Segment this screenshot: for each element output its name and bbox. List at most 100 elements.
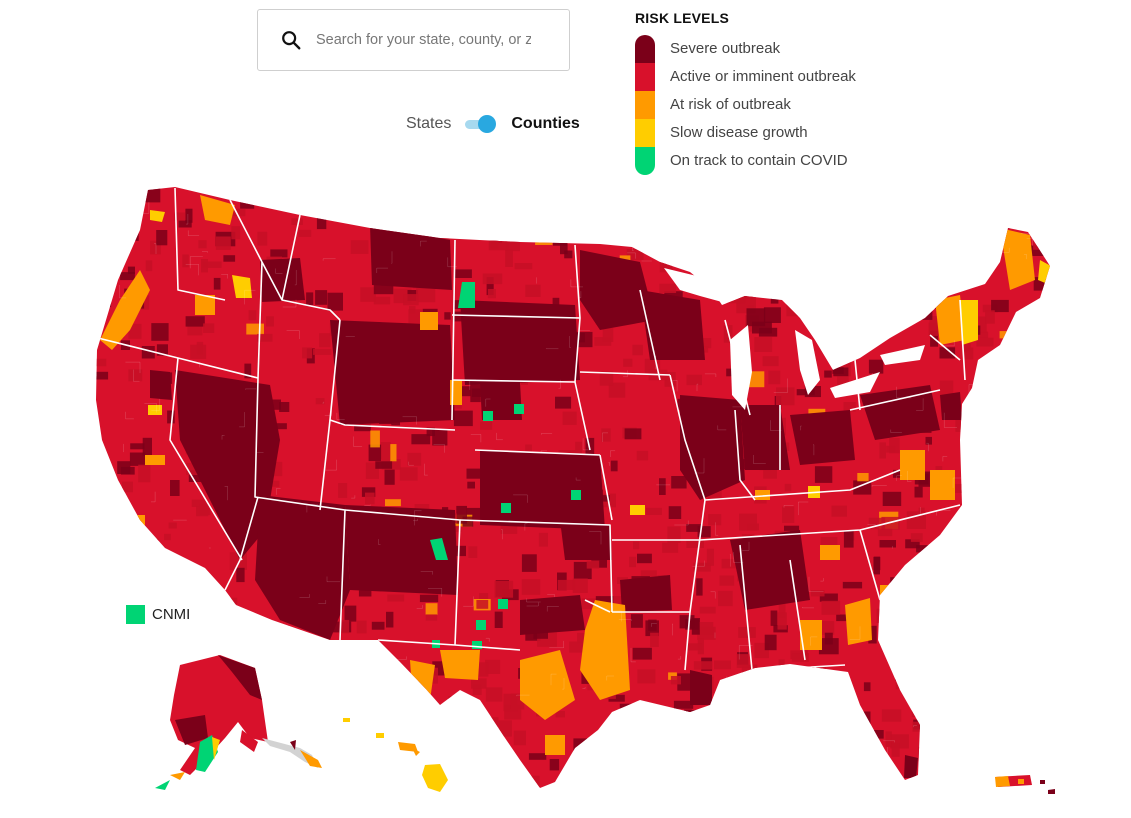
county-cell — [887, 216, 900, 230]
county-cell — [890, 577, 900, 585]
county-cell — [361, 398, 379, 411]
county-cell — [521, 579, 541, 595]
county-cell — [229, 552, 247, 570]
county-cell — [868, 625, 877, 644]
county-cell — [915, 416, 932, 433]
county-cell — [174, 212, 186, 221]
cnmi-territory[interactable]: CNMI — [126, 605, 190, 624]
toggle-label-states[interactable]: States — [406, 115, 452, 132]
county-line — [125, 411, 134, 420]
county-cell — [608, 382, 626, 398]
hawaii[interactable] — [343, 718, 448, 792]
county-cell — [234, 416, 248, 426]
county-line — [326, 576, 340, 583]
county-cell — [981, 396, 1002, 406]
states-counties-switch[interactable] — [465, 114, 499, 134]
county-cell — [469, 192, 482, 204]
county-line — [503, 754, 511, 762]
county-cell — [344, 605, 357, 622]
county-cell — [411, 434, 431, 445]
county-line — [378, 539, 381, 545]
county-cell — [840, 208, 855, 215]
legend-item-slow: Slow disease growth — [670, 124, 808, 141]
county-cell — [799, 711, 807, 721]
county-cell — [650, 324, 670, 340]
county-cell — [291, 218, 303, 225]
county-cell — [619, 703, 634, 721]
county-cell — [763, 469, 777, 479]
county-cell — [764, 634, 777, 651]
county-cell — [885, 731, 892, 747]
county-cell — [236, 567, 245, 583]
county-cell — [181, 718, 192, 736]
county-cell — [807, 695, 819, 706]
legend-title: RISK LEVELS — [635, 10, 729, 26]
county-cell — [843, 530, 854, 548]
county-cell — [719, 575, 735, 586]
county-cell — [929, 237, 937, 245]
county-line — [353, 436, 363, 447]
county-cell — [379, 416, 392, 424]
county-line — [420, 571, 433, 575]
county-cell — [763, 307, 781, 323]
county-line — [800, 425, 802, 431]
state-borders — [97, 187, 966, 671]
county-cell — [862, 711, 871, 728]
contiguous-us[interactable] — [90, 174, 1081, 802]
county-cell — [585, 437, 595, 455]
county-line — [364, 504, 371, 506]
alaska[interactable] — [155, 655, 322, 790]
county-cell — [337, 713, 356, 728]
county-cell — [484, 717, 499, 728]
county-line — [1054, 568, 1055, 576]
county-line — [526, 598, 541, 603]
county-cell — [358, 692, 375, 701]
county-cell — [419, 594, 439, 603]
county-line — [237, 721, 248, 732]
county-cell — [724, 704, 743, 718]
county-cell — [996, 587, 1014, 604]
county-cell — [830, 350, 837, 360]
county-line — [393, 221, 404, 223]
search-box[interactable] — [257, 9, 570, 71]
county-cell — [552, 297, 560, 315]
county-cell — [400, 567, 421, 584]
county-cell — [335, 777, 355, 788]
county-cell — [1022, 727, 1040, 740]
county-cell — [199, 645, 212, 663]
county-cell — [240, 782, 257, 788]
county-cell — [838, 205, 846, 214]
toggle-label-counties[interactable]: Counties — [511, 115, 580, 132]
county-cell — [375, 764, 383, 781]
county-cell — [271, 502, 280, 510]
county-cell — [1004, 706, 1024, 717]
county-cell — [266, 674, 279, 683]
county-cell — [659, 283, 677, 293]
search-input[interactable] — [316, 32, 531, 48]
county-cell — [798, 776, 808, 788]
county-cell — [1000, 421, 1008, 429]
county-cell — [185, 440, 205, 455]
county-cell — [335, 537, 347, 548]
county-cell — [466, 507, 483, 521]
county-cell — [686, 374, 702, 386]
county-cell — [894, 196, 915, 208]
county-cell — [964, 347, 974, 360]
county-cell — [944, 269, 958, 286]
county-cell — [955, 419, 973, 432]
county-line — [359, 768, 368, 775]
puerto-rico[interactable] — [995, 775, 1055, 794]
county-cell — [386, 611, 394, 628]
county-cell — [662, 260, 673, 271]
county-cell — [601, 493, 616, 508]
county-line — [414, 510, 422, 526]
county-cell — [792, 229, 802, 247]
county-cell — [931, 673, 941, 686]
county-cell — [276, 423, 287, 430]
county-cell — [124, 515, 144, 522]
county-cell — [1011, 595, 1023, 610]
county-line — [1024, 392, 1026, 404]
county-cell — [530, 605, 540, 624]
county-line — [602, 432, 608, 442]
county-cell — [142, 534, 152, 542]
